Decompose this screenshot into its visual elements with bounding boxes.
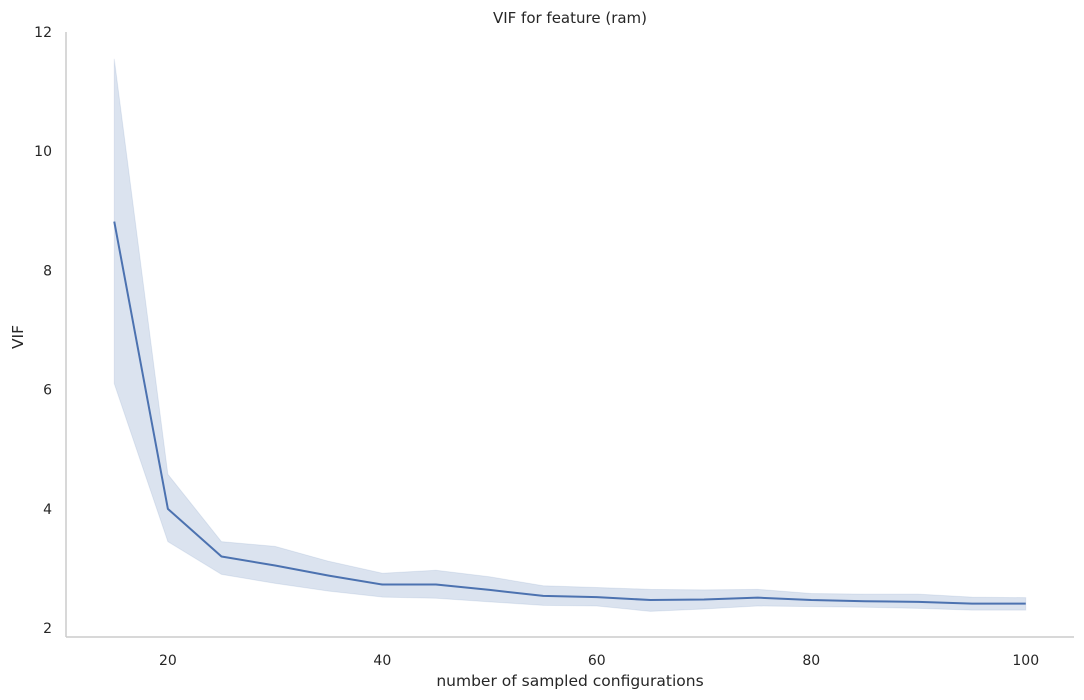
x-tick-label: 40 xyxy=(373,653,391,669)
x-tick-labels: 20 40 60 80 100 xyxy=(159,653,1039,669)
series-line xyxy=(113,221,1026,605)
x-axis-label: number of sampled configurations xyxy=(436,672,703,690)
x-tick-label: 60 xyxy=(588,653,606,669)
y-tick-label: 12 xyxy=(34,25,52,41)
x-tick-label: 100 xyxy=(1012,653,1039,669)
plot-area xyxy=(113,58,1027,612)
x-tick-label: 80 xyxy=(802,653,820,669)
y-tick-label: 10 xyxy=(34,144,52,160)
y-tick-label: 8 xyxy=(43,263,52,279)
y-tick-label: 4 xyxy=(43,502,52,518)
y-tick-labels: 2 4 6 8 10 12 xyxy=(34,25,52,637)
y-tick-label: 2 xyxy=(43,621,52,637)
x-tick-label: 20 xyxy=(159,653,177,669)
y-axis-label: VIF xyxy=(9,325,27,349)
y-tick-label: 6 xyxy=(43,383,52,399)
confidence-band xyxy=(113,58,1027,612)
chart-title: VIF for feature (ram) xyxy=(493,9,647,27)
